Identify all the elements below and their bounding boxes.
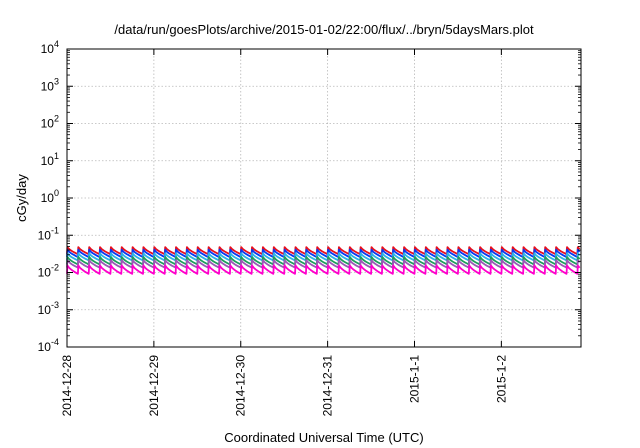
y-tick-label: 100 [41, 188, 59, 205]
y-tick-exponent: 0 [54, 188, 59, 198]
y-tick-label: 101 [41, 151, 59, 168]
y-tick-base: 10 [41, 79, 55, 93]
x-tick-label: 2015-1-2 [494, 355, 508, 403]
grid-lines [67, 49, 581, 347]
series-line-3 [66, 252, 581, 262]
series-line-5 [66, 259, 581, 269]
y-tick-exponent: -2 [51, 263, 59, 273]
y-tick-base: 10 [38, 340, 52, 354]
y-tick-exponent: -3 [51, 300, 59, 310]
y-tick-base: 10 [38, 266, 52, 280]
y-tick-base: 10 [41, 117, 55, 131]
y-tick-label: 10-1 [38, 225, 59, 242]
series-layer [66, 246, 581, 275]
y-tick-label: 10-3 [38, 300, 59, 317]
y-tick-label: 104 [41, 39, 59, 56]
y-tick-base: 10 [38, 228, 52, 242]
y-tick-exponent: 4 [54, 39, 59, 49]
series-line-2 [66, 248, 581, 258]
series-line-1 [66, 246, 581, 256]
y-tick-exponent: 2 [54, 114, 59, 124]
y-tick-exponent: 1 [54, 151, 59, 161]
y-tick-exponent: -1 [51, 225, 59, 235]
y-tick-label: 103 [41, 76, 59, 93]
y-tick-exponent: 3 [54, 76, 59, 86]
series-line-4 [66, 256, 581, 266]
chart-title: /data/run/goesPlots/archive/2015-01-02/2… [114, 22, 534, 37]
x-tick-label: 2014-12-28 [60, 355, 74, 417]
x-tick-label: 2015-1-1 [407, 355, 421, 403]
y-tick-base: 10 [38, 303, 52, 317]
y-tick-exponent: -4 [51, 337, 59, 347]
x-tick-label: 2014-12-29 [147, 355, 161, 417]
y-tick-base: 10 [41, 191, 55, 205]
x-axis-label: Coordinated Universal Time (UTC) [224, 430, 423, 445]
x-tick-label: 2014-12-30 [234, 355, 248, 417]
x-tick-label: 2014-12-31 [321, 355, 335, 417]
y-tick-base: 10 [41, 42, 55, 56]
y-tick-label: 102 [41, 114, 59, 131]
x-tick-labels: 2014-12-28 2014-12-29 2014-12-30 2014-12-31… [60, 355, 508, 417]
y-axis-label: cGy/day [14, 174, 29, 222]
y-tick-label: 10-4 [38, 337, 59, 354]
y-tick-base: 10 [41, 154, 55, 168]
series-line-6 [66, 264, 581, 275]
axis-ticks [66, 48, 581, 348]
y-tick-label: 10-2 [38, 263, 59, 280]
